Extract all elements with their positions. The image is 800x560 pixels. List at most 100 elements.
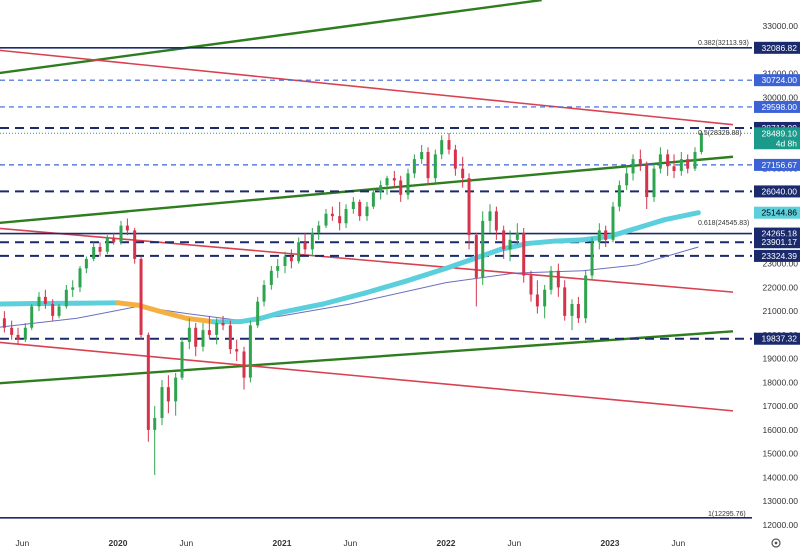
y-tick-label: 21000.00 — [763, 306, 799, 316]
last-price-tag-countdown: 4d 8h — [776, 138, 798, 148]
candle-body — [222, 323, 225, 325]
candle-body — [284, 257, 287, 267]
x-tick-label: Jun — [15, 538, 29, 548]
y-tick-label: 30000.00 — [763, 92, 799, 102]
candle-body — [468, 178, 471, 235]
candle-body — [612, 207, 615, 240]
price-level-tag: 27156.67 — [762, 160, 798, 170]
candle-body — [680, 159, 683, 171]
candle-body — [584, 276, 587, 319]
candle-body — [112, 238, 115, 243]
price-level-tag: 23901.17 — [762, 237, 798, 247]
candle-body — [92, 247, 95, 259]
candle-body — [44, 297, 47, 304]
candle-body — [38, 297, 41, 307]
candle-body — [208, 330, 211, 335]
candle-body — [126, 226, 129, 231]
y-tick-label: 16000.00 — [763, 425, 799, 435]
candle-body — [71, 287, 74, 289]
candle-body — [420, 152, 423, 159]
ma200-segment — [555, 240, 582, 241]
candle-body — [106, 238, 109, 252]
candle-body — [133, 230, 136, 259]
ma200-tag: 25144.86 — [762, 208, 798, 218]
candle-body — [632, 159, 635, 173]
ma200-segment — [446, 259, 473, 269]
candle-body — [440, 140, 443, 154]
candle-body — [317, 226, 320, 233]
candle-body — [181, 342, 184, 378]
candle-body — [399, 181, 402, 195]
x-tick-label: 2023 — [601, 538, 620, 548]
trend-line — [0, 50, 733, 125]
candle-body — [167, 387, 170, 401]
candle-body — [311, 233, 314, 250]
candle-body — [543, 290, 546, 307]
ma200-segment — [528, 241, 555, 243]
y-tick-label: 19000.00 — [763, 354, 799, 364]
fib-label: 1(12295.76) — [708, 511, 746, 518]
candle-body — [338, 216, 341, 223]
plot-group — [0, 0, 752, 518]
y-tick-label: 15000.00 — [763, 449, 799, 459]
candle-body — [65, 290, 68, 307]
candle-body — [297, 242, 300, 261]
fib-label: 0.5(28329.88) — [698, 130, 742, 137]
ma200-segment — [405, 268, 446, 281]
trend-line — [0, 228, 733, 292]
candle-body — [235, 349, 238, 351]
candle-body — [434, 154, 437, 178]
candle-body — [386, 178, 389, 185]
candle-body — [653, 169, 656, 198]
candle-body — [591, 242, 594, 275]
candle-body — [352, 202, 355, 209]
candle-body — [598, 230, 601, 242]
candle-body — [249, 325, 252, 377]
candle-body — [331, 214, 334, 216]
candle-body — [30, 306, 33, 327]
candle-body — [550, 271, 553, 290]
x-tick-label: 2021 — [273, 538, 292, 548]
candle-body — [427, 152, 430, 178]
candle-body — [448, 140, 451, 150]
candle-body — [85, 259, 88, 269]
y-tick-label: 18000.00 — [763, 377, 799, 387]
candle-body — [509, 240, 512, 250]
ma200-segment — [159, 311, 186, 318]
ma200-segment — [665, 213, 699, 220]
price-level-tag: 23324.39 — [762, 251, 798, 261]
candle-body — [215, 323, 218, 335]
y-tick-label: 12000.00 — [763, 520, 799, 530]
candle-body — [243, 352, 246, 378]
y-tick-label: 14000.00 — [763, 472, 799, 482]
candle-body — [372, 192, 375, 206]
y-tick-label: 33000.00 — [763, 21, 799, 31]
candle-body — [694, 152, 697, 169]
candle-body — [270, 271, 273, 285]
candle-body — [345, 209, 348, 223]
ma200-segment — [118, 303, 138, 305]
candle-body — [557, 271, 560, 288]
ma200-segment — [637, 220, 664, 228]
candle-body — [120, 226, 123, 243]
candle-body — [379, 185, 382, 192]
gear-icon-hub — [775, 542, 778, 545]
price-level-tag: 32086.82 — [762, 43, 798, 53]
candle-body — [571, 304, 574, 316]
candle-body — [79, 268, 82, 287]
candle-body — [58, 306, 61, 316]
x-tick-label: Jun — [507, 538, 521, 548]
x-tick-label: Jun — [671, 538, 685, 548]
fib-label: 0.618(24545.83) — [698, 220, 749, 227]
candle-body — [516, 233, 519, 240]
candle-body — [194, 328, 197, 347]
candle-body — [536, 295, 539, 307]
y-tick-label: 22000.00 — [763, 282, 799, 292]
candle-body — [229, 325, 232, 349]
candle-body — [502, 230, 505, 249]
candle-body — [659, 154, 662, 168]
price-level-tag: 19837.32 — [762, 334, 798, 344]
candle-body — [577, 304, 580, 318]
